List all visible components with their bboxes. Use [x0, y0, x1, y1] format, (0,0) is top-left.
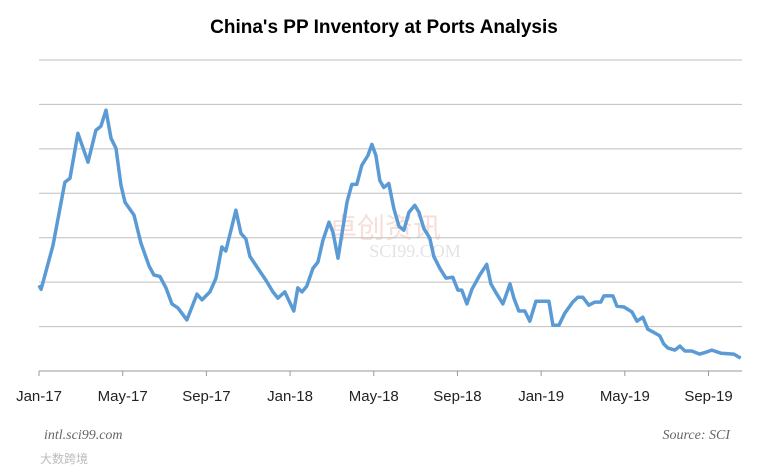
x-tick-label: Sep-18: [433, 388, 481, 405]
x-tick-label: Jan-18: [267, 388, 313, 405]
line-series: [37, 108, 742, 360]
x-tick-label: Jan-17: [16, 388, 62, 405]
x-tick-label: May-17: [98, 388, 148, 405]
x-tick-label: May-19: [600, 388, 650, 405]
x-tick-label: May-18: [349, 388, 399, 405]
footer-right: Source: SCI: [662, 428, 731, 443]
x-tick-label: Sep-17: [182, 388, 230, 405]
stamp: 大数跨境: [40, 451, 88, 466]
chart-title: China's PP Inventory at Ports Analysis: [210, 17, 558, 38]
x-tick-label: Jan-19: [518, 388, 564, 405]
watermark-url: SCI99.COM: [369, 241, 461, 261]
footer-left: intl.sci99.com: [44, 428, 123, 443]
x-tick-label: Sep-19: [684, 388, 732, 405]
